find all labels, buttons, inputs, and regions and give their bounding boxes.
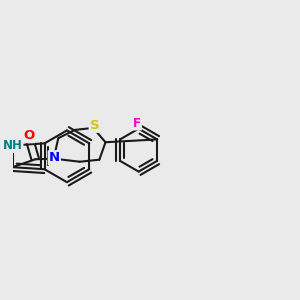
Text: NH: NH xyxy=(3,139,22,152)
Text: F: F xyxy=(133,116,141,130)
Text: O: O xyxy=(23,129,34,142)
Text: N: N xyxy=(49,151,60,164)
Text: S: S xyxy=(90,119,99,132)
